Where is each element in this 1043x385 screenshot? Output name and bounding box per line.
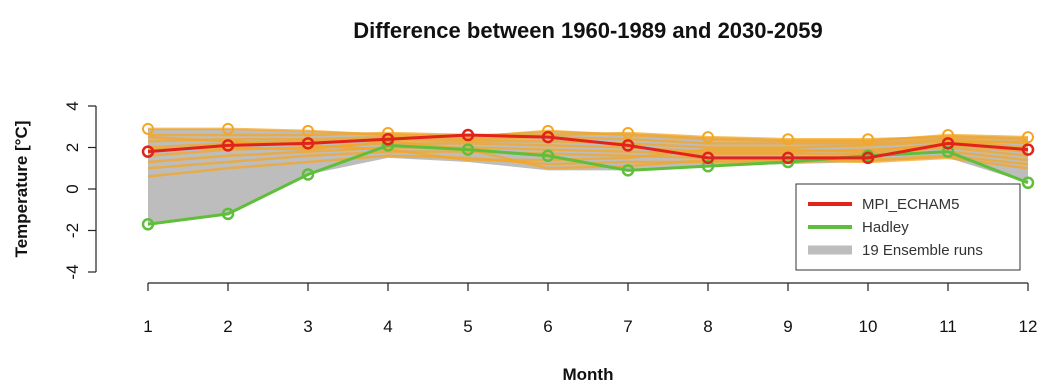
series-point-hadley bbox=[541, 149, 555, 163]
x-tick-label: 12 bbox=[1019, 317, 1038, 336]
legend-label-mpi: MPI_ECHAM5 bbox=[862, 196, 960, 213]
x-tick-label: 7 bbox=[623, 317, 632, 336]
x-axis-title: Month bbox=[563, 365, 614, 384]
y-axis-title: Temperature [°C] bbox=[12, 121, 31, 258]
x-tick-label: 11 bbox=[939, 317, 957, 336]
series-point-hadley bbox=[701, 159, 715, 173]
ensemble-max-point bbox=[142, 122, 154, 135]
y-tick-label: 2 bbox=[63, 143, 82, 152]
ensemble-max-point bbox=[702, 131, 714, 144]
x-tick-label: 8 bbox=[703, 317, 712, 336]
ensemble-max-point bbox=[782, 133, 794, 146]
x-tick-label: 10 bbox=[859, 317, 878, 336]
legend-box bbox=[795, 183, 1021, 271]
ensemble-max-point bbox=[942, 129, 954, 142]
series-point-mpi bbox=[141, 145, 155, 158]
series-point-mpi bbox=[861, 151, 875, 165]
series-line-mpi bbox=[147, 133, 1029, 160]
legend: MPI_ECHAM5 Hadley 19 Ensemble runs bbox=[795, 183, 1021, 271]
y-ticks: -4 -2 0 2 4 bbox=[63, 101, 96, 280]
ensemble-run-line-9 bbox=[147, 140, 1029, 170]
ensemble-max-point bbox=[302, 124, 314, 137]
ensemble-max-point bbox=[222, 122, 234, 135]
series-point-mpi bbox=[621, 139, 635, 152]
series-point-hadley bbox=[221, 207, 235, 221]
x-tick-label: 6 bbox=[543, 317, 552, 336]
ensemble-max-point bbox=[1022, 131, 1034, 144]
y-tick-label: 4 bbox=[63, 101, 82, 110]
chart-title: Difference between 1960-1989 and 2030-20… bbox=[353, 18, 823, 43]
series-point-mpi bbox=[381, 132, 395, 146]
plot-area bbox=[141, 122, 1035, 231]
x-tick-label: 4 bbox=[383, 317, 392, 336]
series-point-mpi bbox=[701, 151, 715, 165]
legend-label-hadley: Hadley bbox=[862, 219, 909, 236]
x-tick-label: 5 bbox=[463, 317, 472, 336]
y-tick-label: -4 bbox=[63, 264, 82, 279]
x-tick-label: 9 bbox=[783, 317, 792, 336]
series-point-hadley bbox=[621, 164, 635, 177]
series-point-hadley bbox=[301, 168, 315, 181]
series-point-hadley bbox=[1021, 176, 1035, 190]
series-point-mpi bbox=[781, 151, 795, 165]
x-ticks: 1 2 3 4 5 6 7 8 9 10 11 12 bbox=[143, 283, 1037, 336]
x-tick-label: 1 bbox=[143, 317, 152, 336]
series-point-mpi bbox=[301, 137, 315, 150]
ensemble-max-point bbox=[622, 126, 634, 139]
y-tick-label: 0 bbox=[63, 184, 82, 193]
series-point-mpi bbox=[1021, 143, 1035, 156]
ensemble-run-line-6 bbox=[147, 146, 1029, 164]
series-point-mpi bbox=[221, 139, 235, 152]
series-point-hadley bbox=[461, 143, 475, 156]
series-point-mpi bbox=[941, 137, 955, 150]
legend-label-ensemble: 19 Ensemble runs bbox=[862, 242, 983, 259]
ensemble-run-line-2 bbox=[148, 131, 1029, 141]
series-point-mpi bbox=[461, 128, 475, 142]
ensemble-run-line-5 bbox=[147, 142, 1029, 158]
x-tick-label: 2 bbox=[223, 317, 232, 336]
y-tick-label: -2 bbox=[63, 223, 82, 238]
series-point-mpi bbox=[541, 130, 555, 144]
series-point-hadley bbox=[141, 218, 155, 231]
series-point-hadley bbox=[941, 145, 955, 158]
ensemble-run-line-3 bbox=[147, 135, 1029, 145]
ensemble-max-point bbox=[862, 133, 874, 146]
x-tick-label: 3 bbox=[303, 317, 312, 336]
